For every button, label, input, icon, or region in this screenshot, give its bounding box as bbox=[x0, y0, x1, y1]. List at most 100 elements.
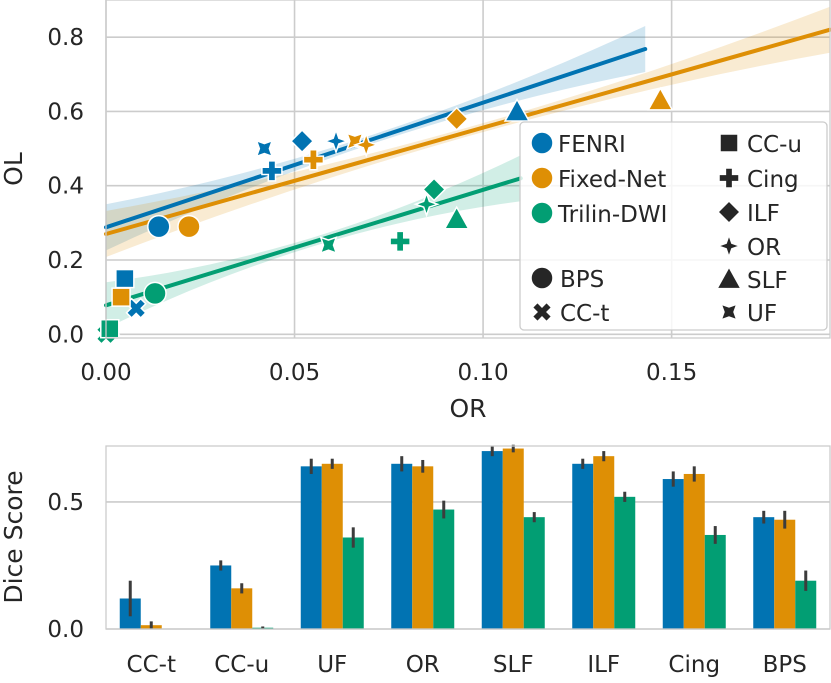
scatter-y-label: OL bbox=[0, 152, 28, 186]
bar-fixed-net-or bbox=[412, 466, 434, 629]
x-tick-label: 0.15 bbox=[646, 360, 697, 386]
legend-box bbox=[519, 121, 828, 331]
legend-marker-cc-u bbox=[719, 133, 739, 153]
legend-label-cc-u: CC-u bbox=[747, 132, 802, 158]
regression-line-fixed-net bbox=[104, 27, 831, 236]
bar-x-tick-label: CC-t bbox=[127, 652, 176, 678]
scatter-legend: FENRI Fixed-Net Trilin-DWI CC-u Cing ILF OR SLF… bbox=[519, 121, 828, 331]
legend-marker-fenri bbox=[530, 131, 554, 155]
bar-fixed-net-slf bbox=[502, 448, 524, 629]
point-trilin-dwi-bps bbox=[143, 281, 167, 306]
point-trilin-dwi-ilf bbox=[422, 177, 447, 202]
point-fenri-slf bbox=[503, 97, 531, 122]
x-tick-label: 0.10 bbox=[457, 360, 508, 386]
legend-label-or: OR bbox=[747, 235, 781, 261]
point-fenri-cc-t bbox=[125, 297, 147, 319]
bar-trilin-dwi-cing bbox=[704, 534, 726, 629]
point-fenri-ilf bbox=[290, 129, 315, 154]
point-fenri-bps bbox=[147, 214, 171, 239]
point-trilin-dwi-or bbox=[413, 190, 440, 218]
legend-marker-slf bbox=[715, 265, 743, 290]
regression-lines bbox=[104, 27, 831, 308]
bar-x-tick-label: UF bbox=[317, 652, 347, 678]
legend-label-bps: BPS bbox=[560, 267, 604, 293]
point-fixed-net-slf bbox=[647, 86, 674, 111]
point-fenri-cing bbox=[261, 160, 283, 182]
x-tick-label: 0.05 bbox=[269, 360, 320, 386]
bar-fenri-uf bbox=[300, 466, 322, 629]
bar-frame bbox=[105, 445, 831, 630]
point-trilin-dwi-slf bbox=[443, 205, 470, 230]
y-tick-label: 0.4 bbox=[47, 174, 84, 200]
legend-label-cc-t: CC-t bbox=[560, 301, 609, 327]
bar-trilin-dwi-slf bbox=[523, 517, 545, 629]
legend-marker-ilf bbox=[716, 199, 742, 225]
bar-fenri-bps bbox=[753, 517, 775, 629]
bar-fenri-cc-u bbox=[210, 565, 232, 629]
bar-fixed-net-cc-u bbox=[231, 588, 253, 629]
bar-fenri-or bbox=[391, 463, 413, 629]
bar-fenri-ilf bbox=[572, 463, 594, 629]
bar-trilin-dwi-bps bbox=[795, 580, 817, 629]
x-tick-label: 0.00 bbox=[80, 360, 131, 386]
bar-fixed-net-bps bbox=[774, 519, 796, 629]
legend-marker-bps bbox=[530, 266, 554, 290]
point-trilin-dwi-cc-u bbox=[100, 318, 120, 339]
y-tick-label: 0.2 bbox=[47, 248, 84, 274]
point-trilin-dwi-uf bbox=[319, 236, 338, 255]
regression-line-trilin-dwi bbox=[104, 176, 523, 308]
legend-marker-cc-t bbox=[531, 301, 553, 323]
bar-x-tick-label: BPS bbox=[763, 652, 807, 678]
point-fixed-net-cing bbox=[302, 148, 325, 171]
bar-marks bbox=[119, 448, 817, 629]
point-fixed-net-cc-u bbox=[111, 287, 131, 307]
point-fixed-net-ilf bbox=[444, 106, 469, 131]
bar-y-label: Dice Score bbox=[0, 470, 28, 603]
legend-marker-fixed-net bbox=[530, 166, 554, 190]
point-fenri-uf bbox=[255, 139, 274, 158]
bar-x-tick-label: SLF bbox=[493, 652, 534, 678]
bar-x-tick-label: ILF bbox=[587, 652, 620, 678]
bar-x-tick-label: OR bbox=[406, 652, 440, 678]
scatter-tick-labels: 0.00 0.05 0.10 0.15 0.0 0.2 0.4 0.6 0.8 bbox=[47, 25, 697, 386]
bar-error-bars bbox=[128, 444, 808, 629]
bar-y-tick-label: 0.0 bbox=[47, 617, 84, 643]
legend-marker-uf bbox=[719, 302, 739, 322]
legend-marker-trilin-dwi bbox=[530, 201, 554, 225]
point-fenri-cc-u bbox=[115, 268, 135, 289]
regression-line-fenri bbox=[104, 47, 648, 230]
bar-fixed-net-ilf bbox=[593, 456, 615, 629]
y-tick-label: 0.8 bbox=[47, 25, 84, 51]
bar-fenri-slf bbox=[481, 451, 503, 629]
point-fixed-net-or bbox=[352, 131, 380, 159]
bar-x-tick-label: CC-u bbox=[214, 652, 269, 678]
legend-label-uf: UF bbox=[747, 301, 777, 327]
legend-marker-cing bbox=[718, 167, 740, 189]
scatter-panel: 0.00 0.05 0.10 0.15 0.0 0.2 0.4 0.6 0.8 OR OL FE… bbox=[0, 0, 831, 423]
legend-label-cing: Cing bbox=[747, 167, 799, 193]
legend-label-fixed-net: Fixed-Net bbox=[558, 167, 666, 193]
bar-fixed-net-uf bbox=[321, 463, 343, 629]
point-fixed-net-bps bbox=[177, 214, 201, 239]
scatter-x-label: OR bbox=[449, 394, 486, 423]
y-tick-label: 0.0 bbox=[47, 322, 84, 348]
bar-x-tick-label: Cing bbox=[668, 652, 720, 678]
bar-trilin-dwi-ilf bbox=[614, 496, 636, 629]
y-tick-label: 0.6 bbox=[47, 99, 84, 125]
bar-trilin-dwi-uf bbox=[342, 537, 364, 629]
point-fenri-or bbox=[322, 127, 350, 155]
scatter-frame bbox=[105, 0, 831, 339]
bar-panel: 0.0 0.5 CC-t CC-u UF OR SLF ILF Cing BPS Dice Sco… bbox=[0, 444, 831, 678]
legend-label-ilf: ILF bbox=[747, 201, 780, 227]
legend-label-trilin-dwi: Trilin-DWI bbox=[557, 202, 667, 228]
bar-y-tick-label: 0.5 bbox=[47, 490, 84, 516]
bar-tick-labels: 0.0 0.5 CC-t CC-u UF OR SLF ILF Cing BPS bbox=[47, 490, 806, 678]
bar-fixed-net-cing bbox=[683, 473, 705, 629]
legend-marker-or bbox=[715, 232, 743, 260]
legend-label-slf: SLF bbox=[747, 268, 788, 294]
point-trilin-dwi-cing bbox=[389, 230, 411, 253]
bar-trilin-dwi-or bbox=[433, 509, 455, 629]
legend-label-fenri: FENRI bbox=[558, 132, 626, 158]
scatter-points bbox=[95, 86, 674, 345]
